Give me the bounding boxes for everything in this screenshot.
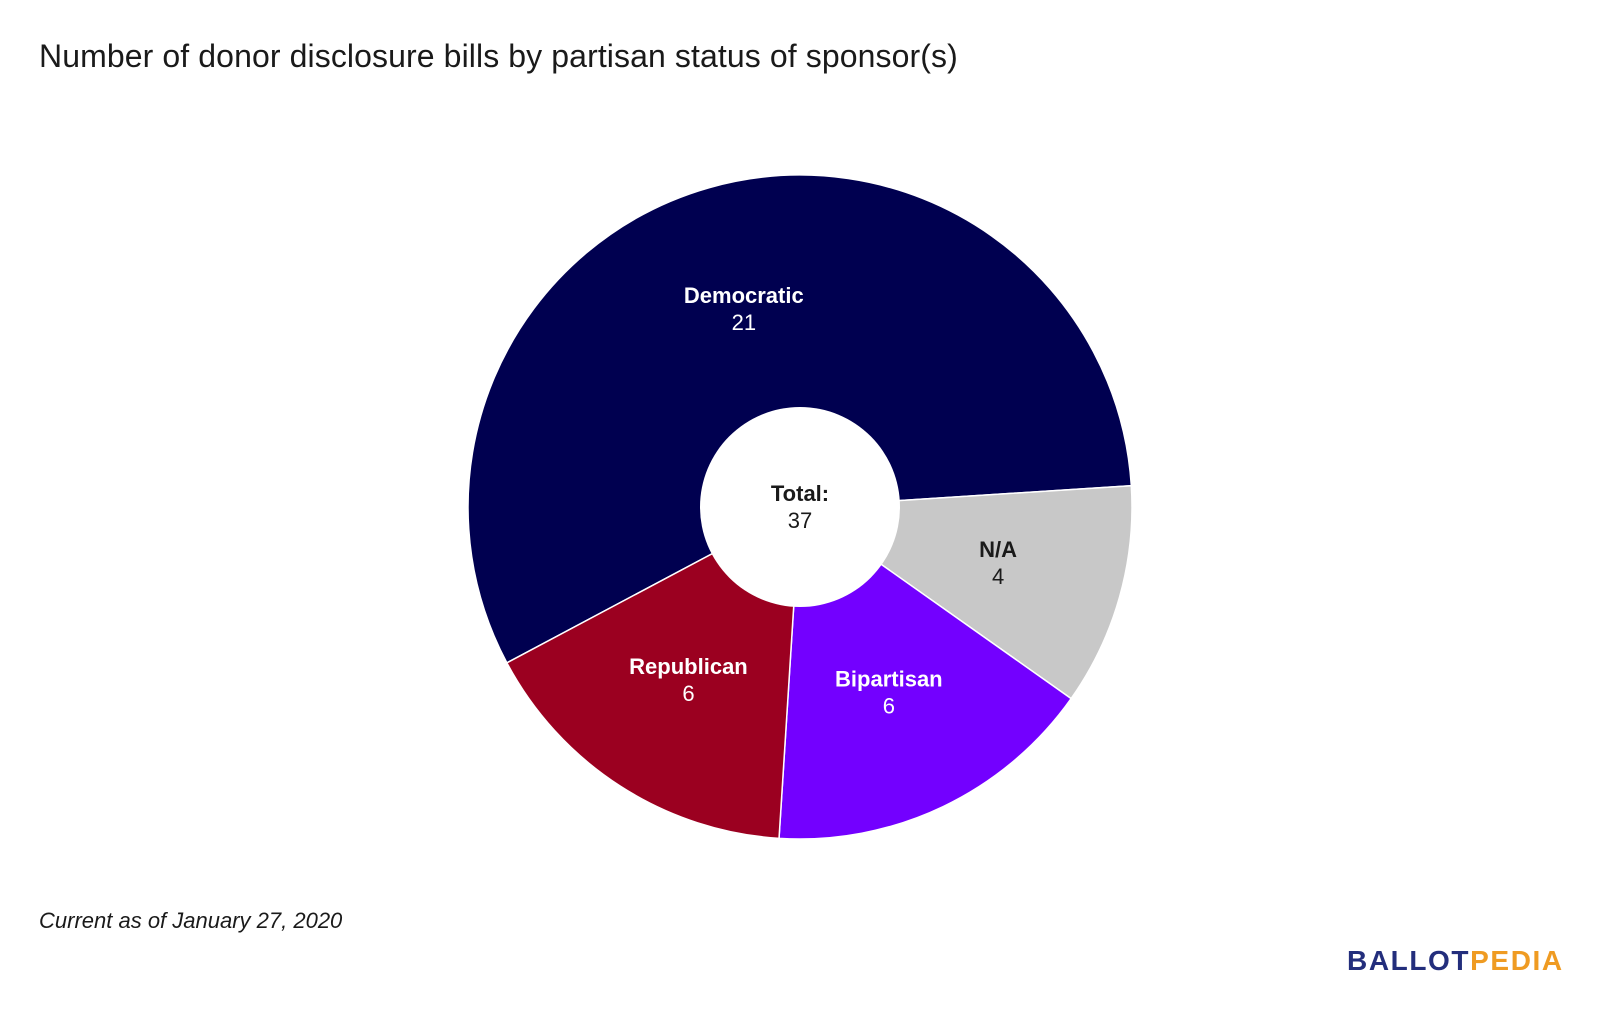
slice-value: 6 — [682, 681, 694, 706]
slice-label: Democratic — [684, 283, 804, 308]
center-total-value: 37 — [788, 508, 812, 533]
slice-label: Bipartisan — [835, 667, 943, 692]
center-total-label: Total: — [771, 481, 829, 506]
footnote: Current as of January 27, 2020 — [39, 908, 343, 933]
ballotpedia-logo: BALLOTPEDIA — [1347, 945, 1564, 977]
slice-label: N/A — [979, 537, 1017, 562]
slice-republican — [505, 505, 801, 840]
logo-part-ballot: BALLOT — [1347, 945, 1471, 976]
slice-value: 6 — [883, 694, 895, 719]
logo-part-pedia: PEDIA — [1470, 945, 1564, 976]
chart-title: Number of donor disclosure bills by part… — [39, 38, 958, 74]
slice-value: 21 — [732, 310, 756, 335]
slice-label: Republican — [629, 654, 748, 679]
slice-value: 4 — [992, 564, 1004, 589]
donut-hole — [700, 407, 900, 607]
